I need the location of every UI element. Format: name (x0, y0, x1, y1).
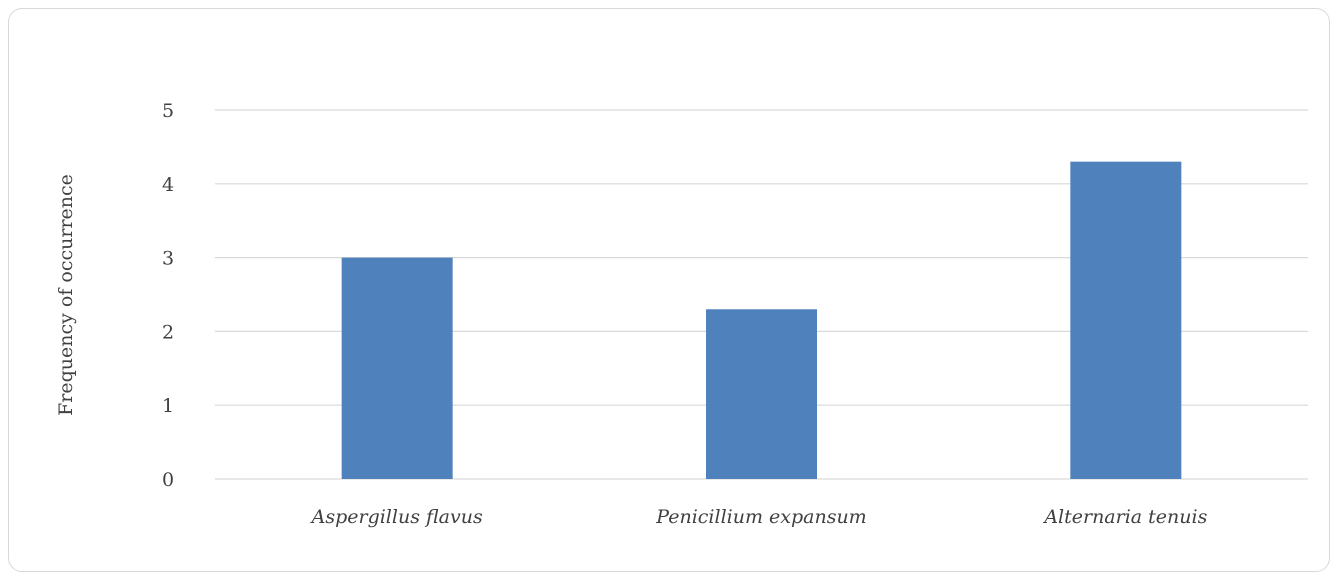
bar-alternaria-tenuis (1070, 161, 1182, 479)
bar-penicillium-expansum (706, 309, 817, 479)
x-category-label: Penicillium expansum (655, 506, 866, 528)
y-axis-tick-labels: 0 1 2 3 4 5 (162, 100, 174, 491)
bars (341, 161, 1182, 479)
x-category-label: Aspergillus flavus (310, 506, 483, 528)
y-axis-title: Frequency of occurrence (55, 174, 77, 416)
y-tick-label: 2 (162, 321, 174, 343)
y-tick-label: 1 (162, 395, 174, 417)
y-tick-label: 3 (162, 248, 174, 270)
bar-aspergillus-flavus (341, 257, 453, 479)
y-tick-label: 0 (162, 469, 174, 491)
x-axis-category-labels: Aspergillus flavus Penicillium expansum Al… (310, 506, 1208, 528)
x-category-label: Alternaria tenuis (1042, 506, 1207, 528)
y-tick-label: 4 (162, 174, 174, 196)
y-tick-label: 5 (162, 100, 174, 122)
